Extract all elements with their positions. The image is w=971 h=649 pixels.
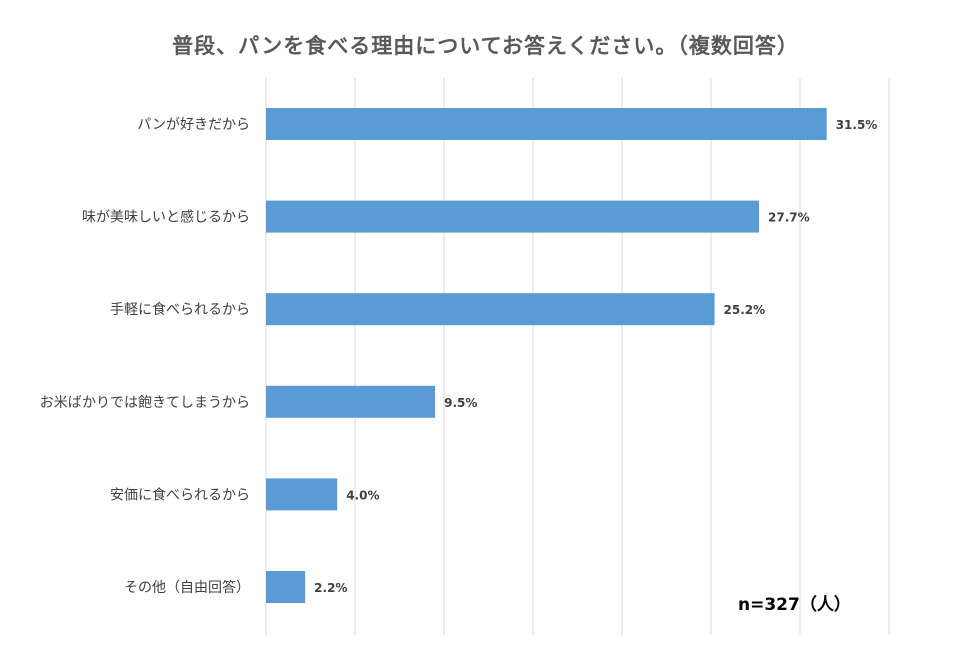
- data-label: 4.0%: [346, 488, 379, 502]
- bar: [266, 108, 827, 140]
- bar: [266, 571, 306, 603]
- bar: [266, 478, 338, 511]
- bar: [266, 385, 436, 418]
- bar: [266, 200, 760, 233]
- category-labels: パンが好きだから味が美味しいと感じるから手軽に食べられるからお米ばかりでは飽きて…: [40, 117, 250, 596]
- data-label: 25.2%: [724, 303, 766, 317]
- sample-size-annotation: n=327（人）: [738, 595, 851, 615]
- grid-lines: [265, 78, 890, 635]
- data-label: 2.2%: [314, 581, 347, 595]
- bar: [266, 293, 715, 326]
- data-label: 27.7%: [768, 211, 810, 225]
- data-label: 31.5%: [836, 118, 878, 132]
- data-labels: 31.5% 27.7% 25.2% 9.5% 4.0% 2.2%: [314, 118, 877, 595]
- chart-title: 普段、パンを食べる理由についてお答えください。（複数回答）: [172, 34, 799, 58]
- category-label: 安価に食べられるから: [110, 486, 250, 503]
- category-label: その他（自由回答）: [124, 579, 250, 596]
- category-label: 味が美味しいと感じるから: [82, 209, 250, 226]
- category-label: 手軽に食べられるから: [110, 301, 250, 318]
- data-label: 9.5%: [444, 396, 477, 410]
- bars: [266, 108, 827, 603]
- category-label: パンが好きだから: [137, 117, 250, 133]
- category-label: お米ばかりでは飽きてしまうから: [40, 394, 250, 411]
